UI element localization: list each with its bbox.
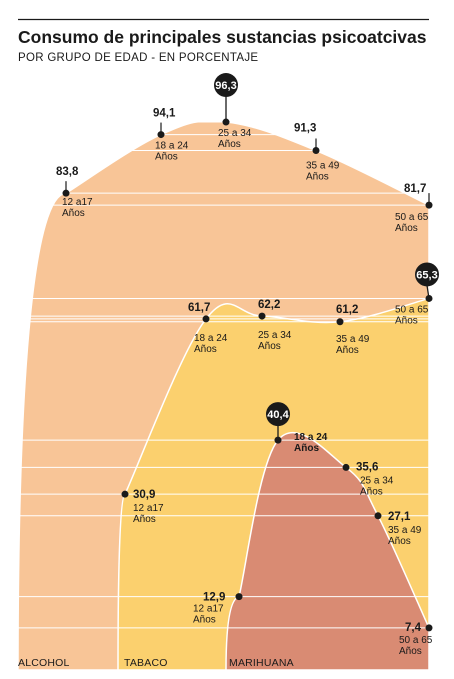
category-labels: ALCOHOL TABACO MARIHUANA <box>18 657 294 669</box>
age-group-label: 25 a 34 <box>360 475 394 486</box>
age-group-label: 35 a 49 <box>388 525 422 536</box>
value-label: 65,3 <box>416 269 437 281</box>
age-group-label: 50 a 65 <box>395 304 429 315</box>
series-label-alcohol: ALCOHOL <box>18 657 70 669</box>
age-unit-label: Años <box>395 223 418 234</box>
value-badge <box>214 73 238 98</box>
data-dot <box>202 315 210 323</box>
age-unit-label: Años <box>155 152 178 163</box>
value-label: 7,4 <box>405 622 422 634</box>
value-label: 96,3 <box>215 80 236 92</box>
value-label: 40,4 <box>267 409 289 421</box>
data-dot <box>274 436 282 444</box>
age-group-label: 18 a 24 <box>294 432 328 443</box>
value-label: 94,1 <box>153 108 176 120</box>
age-unit-label: Años <box>218 139 241 150</box>
age-unit-label: Años <box>399 646 422 657</box>
age-unit-label: Años <box>194 344 217 355</box>
value-label: 83,8 <box>56 166 79 178</box>
series-label-marihuana: MARIHUANA <box>229 657 294 669</box>
data-dot <box>336 318 344 326</box>
age-group-label: 35 a 49 <box>336 334 370 345</box>
age-group-label: 18 a 24 <box>194 333 228 344</box>
value-label: 12,9 <box>203 592 225 604</box>
data-dot <box>374 512 382 520</box>
age-unit-label: Años <box>336 345 359 356</box>
data-dot <box>157 131 165 139</box>
age-unit-label: Años <box>62 208 85 219</box>
value-label: 91,3 <box>294 123 316 135</box>
age-unit-label: Años <box>193 615 216 626</box>
value-badge <box>415 262 439 287</box>
value-label: 81,7 <box>404 183 426 195</box>
age-unit-label: Años <box>395 315 418 326</box>
value-label: 30,9 <box>133 489 155 501</box>
age-unit-label: Años <box>258 341 281 352</box>
value-label: 61,2 <box>336 304 358 316</box>
age-unit-label: Años <box>133 514 156 525</box>
data-dot <box>425 294 433 302</box>
data-dot <box>312 147 320 155</box>
value-label: 62,2 <box>258 299 280 311</box>
age-group-label: 50 a 65 <box>399 635 433 646</box>
data-dot <box>121 490 129 498</box>
data-dot <box>222 118 230 126</box>
grid-layer <box>18 121 429 629</box>
age-group-label: 35 a 49 <box>306 161 340 172</box>
data-dot <box>425 201 433 209</box>
age-group-label: 25 a 34 <box>218 128 252 139</box>
data-dot <box>235 593 243 601</box>
age-unit-label: Años <box>306 172 329 183</box>
areas-layer <box>17 120 430 671</box>
age-unit-label: Años <box>388 536 411 547</box>
age-group-label: 12 a17 <box>133 503 164 514</box>
value-label: 61,7 <box>188 302 210 314</box>
data-dot <box>425 624 433 632</box>
age-unit-label: Años <box>294 443 319 454</box>
series-label-tabaco: TABACO <box>124 657 168 669</box>
data-dot <box>342 463 350 471</box>
age-group-label: 18 a 24 <box>155 141 189 152</box>
age-group-label: 12 a17 <box>62 197 93 208</box>
age-group-label: 50 a 65 <box>395 212 429 223</box>
age-unit-label: Años <box>360 486 383 497</box>
value-badge <box>266 402 290 427</box>
age-group-label: 12 a17 <box>193 604 224 615</box>
data-dot <box>258 312 266 320</box>
value-label: 35,6 <box>356 461 378 473</box>
chart-subtitle: POR GRUPO DE EDAD - EN PORCENTAJE <box>18 52 258 64</box>
data-dot <box>62 189 70 197</box>
age-group-label: 25 a 34 <box>258 330 292 341</box>
value-label: 27,1 <box>388 511 411 523</box>
chart-title: Consumo de principales sustancias psicoa… <box>18 27 427 47</box>
